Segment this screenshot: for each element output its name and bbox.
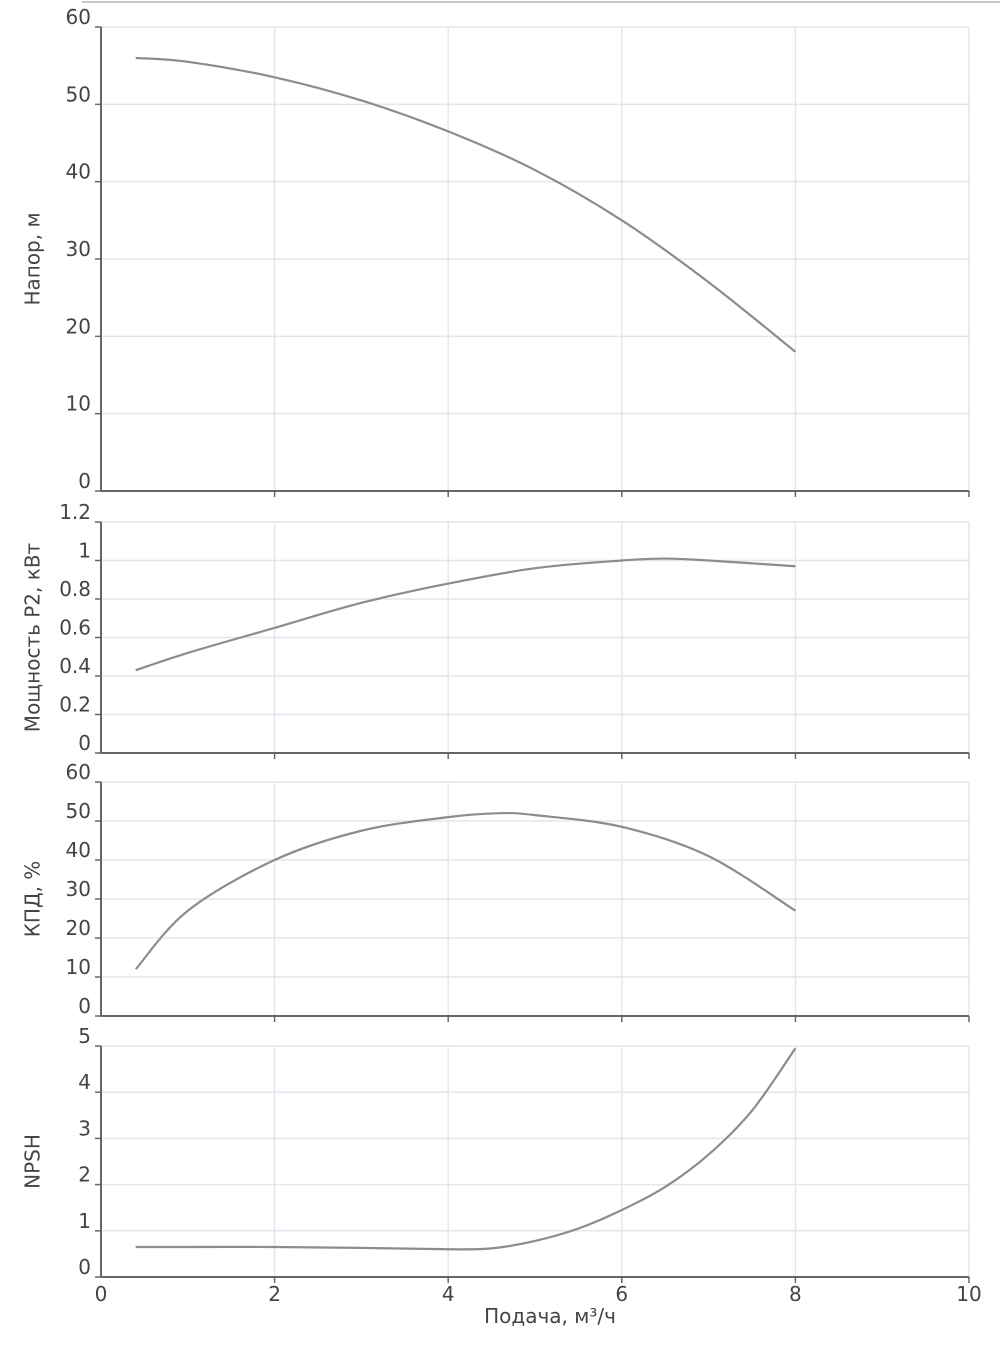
- y-tick-label: 30: [66, 877, 91, 901]
- y-tick-label: 50: [66, 82, 91, 106]
- y-tick-label: 20: [66, 314, 91, 338]
- y-tick-label: 0.2: [59, 693, 91, 717]
- y-tick-label: 20: [66, 916, 91, 940]
- y-axis-label: КПД, %: [21, 861, 45, 938]
- series-line: [135, 557, 796, 672]
- series-line: [135, 56, 797, 353]
- x-axis-label: Подача, м³/ч: [484, 1304, 616, 1328]
- y-tick-label: 0: [78, 731, 91, 755]
- x-tick-label: 6: [615, 1282, 628, 1306]
- y-tick-label: 0: [78, 994, 91, 1018]
- y-axis-label: Напор, м: [21, 212, 45, 305]
- y-tick-label: 0.6: [59, 616, 91, 640]
- y-tick-label: 10: [66, 392, 91, 416]
- y-tick-label: 50: [66, 799, 91, 823]
- y-tick-label: 1: [78, 1209, 91, 1233]
- y-tick-label: 0: [78, 1255, 91, 1279]
- y-tick-label: 4: [78, 1070, 91, 1094]
- y-tick-label: 60: [66, 760, 91, 784]
- y-tick-label: 60: [66, 5, 91, 29]
- y-tick-label: 5: [78, 1024, 91, 1048]
- y-axis-label: Мощность Р2, кВт: [21, 542, 45, 732]
- x-tick-label: 4: [442, 1282, 455, 1306]
- x-tick-label: 0: [95, 1282, 108, 1306]
- y-tick-label: 1: [78, 539, 91, 563]
- x-tick-label: 10: [956, 1282, 981, 1306]
- y-axis-label: NPSH: [21, 1134, 45, 1189]
- y-tick-label: 1.2: [59, 500, 91, 524]
- x-tick-label: 2: [268, 1282, 281, 1306]
- y-tick-label: 10: [66, 955, 91, 979]
- y-tick-label: 40: [66, 838, 91, 862]
- y-tick-label: 0.8: [59, 577, 91, 601]
- y-tick-label: 2: [78, 1163, 91, 1187]
- y-tick-label: 3: [78, 1116, 91, 1140]
- y-tick-label: 0: [78, 469, 91, 493]
- y-tick-label: 40: [66, 160, 91, 184]
- x-tick-label: 8: [789, 1282, 802, 1306]
- series-line: [135, 1047, 797, 1251]
- y-tick-label: 30: [66, 237, 91, 261]
- y-tick-label: 0.4: [59, 654, 91, 678]
- series-line: [134, 811, 796, 970]
